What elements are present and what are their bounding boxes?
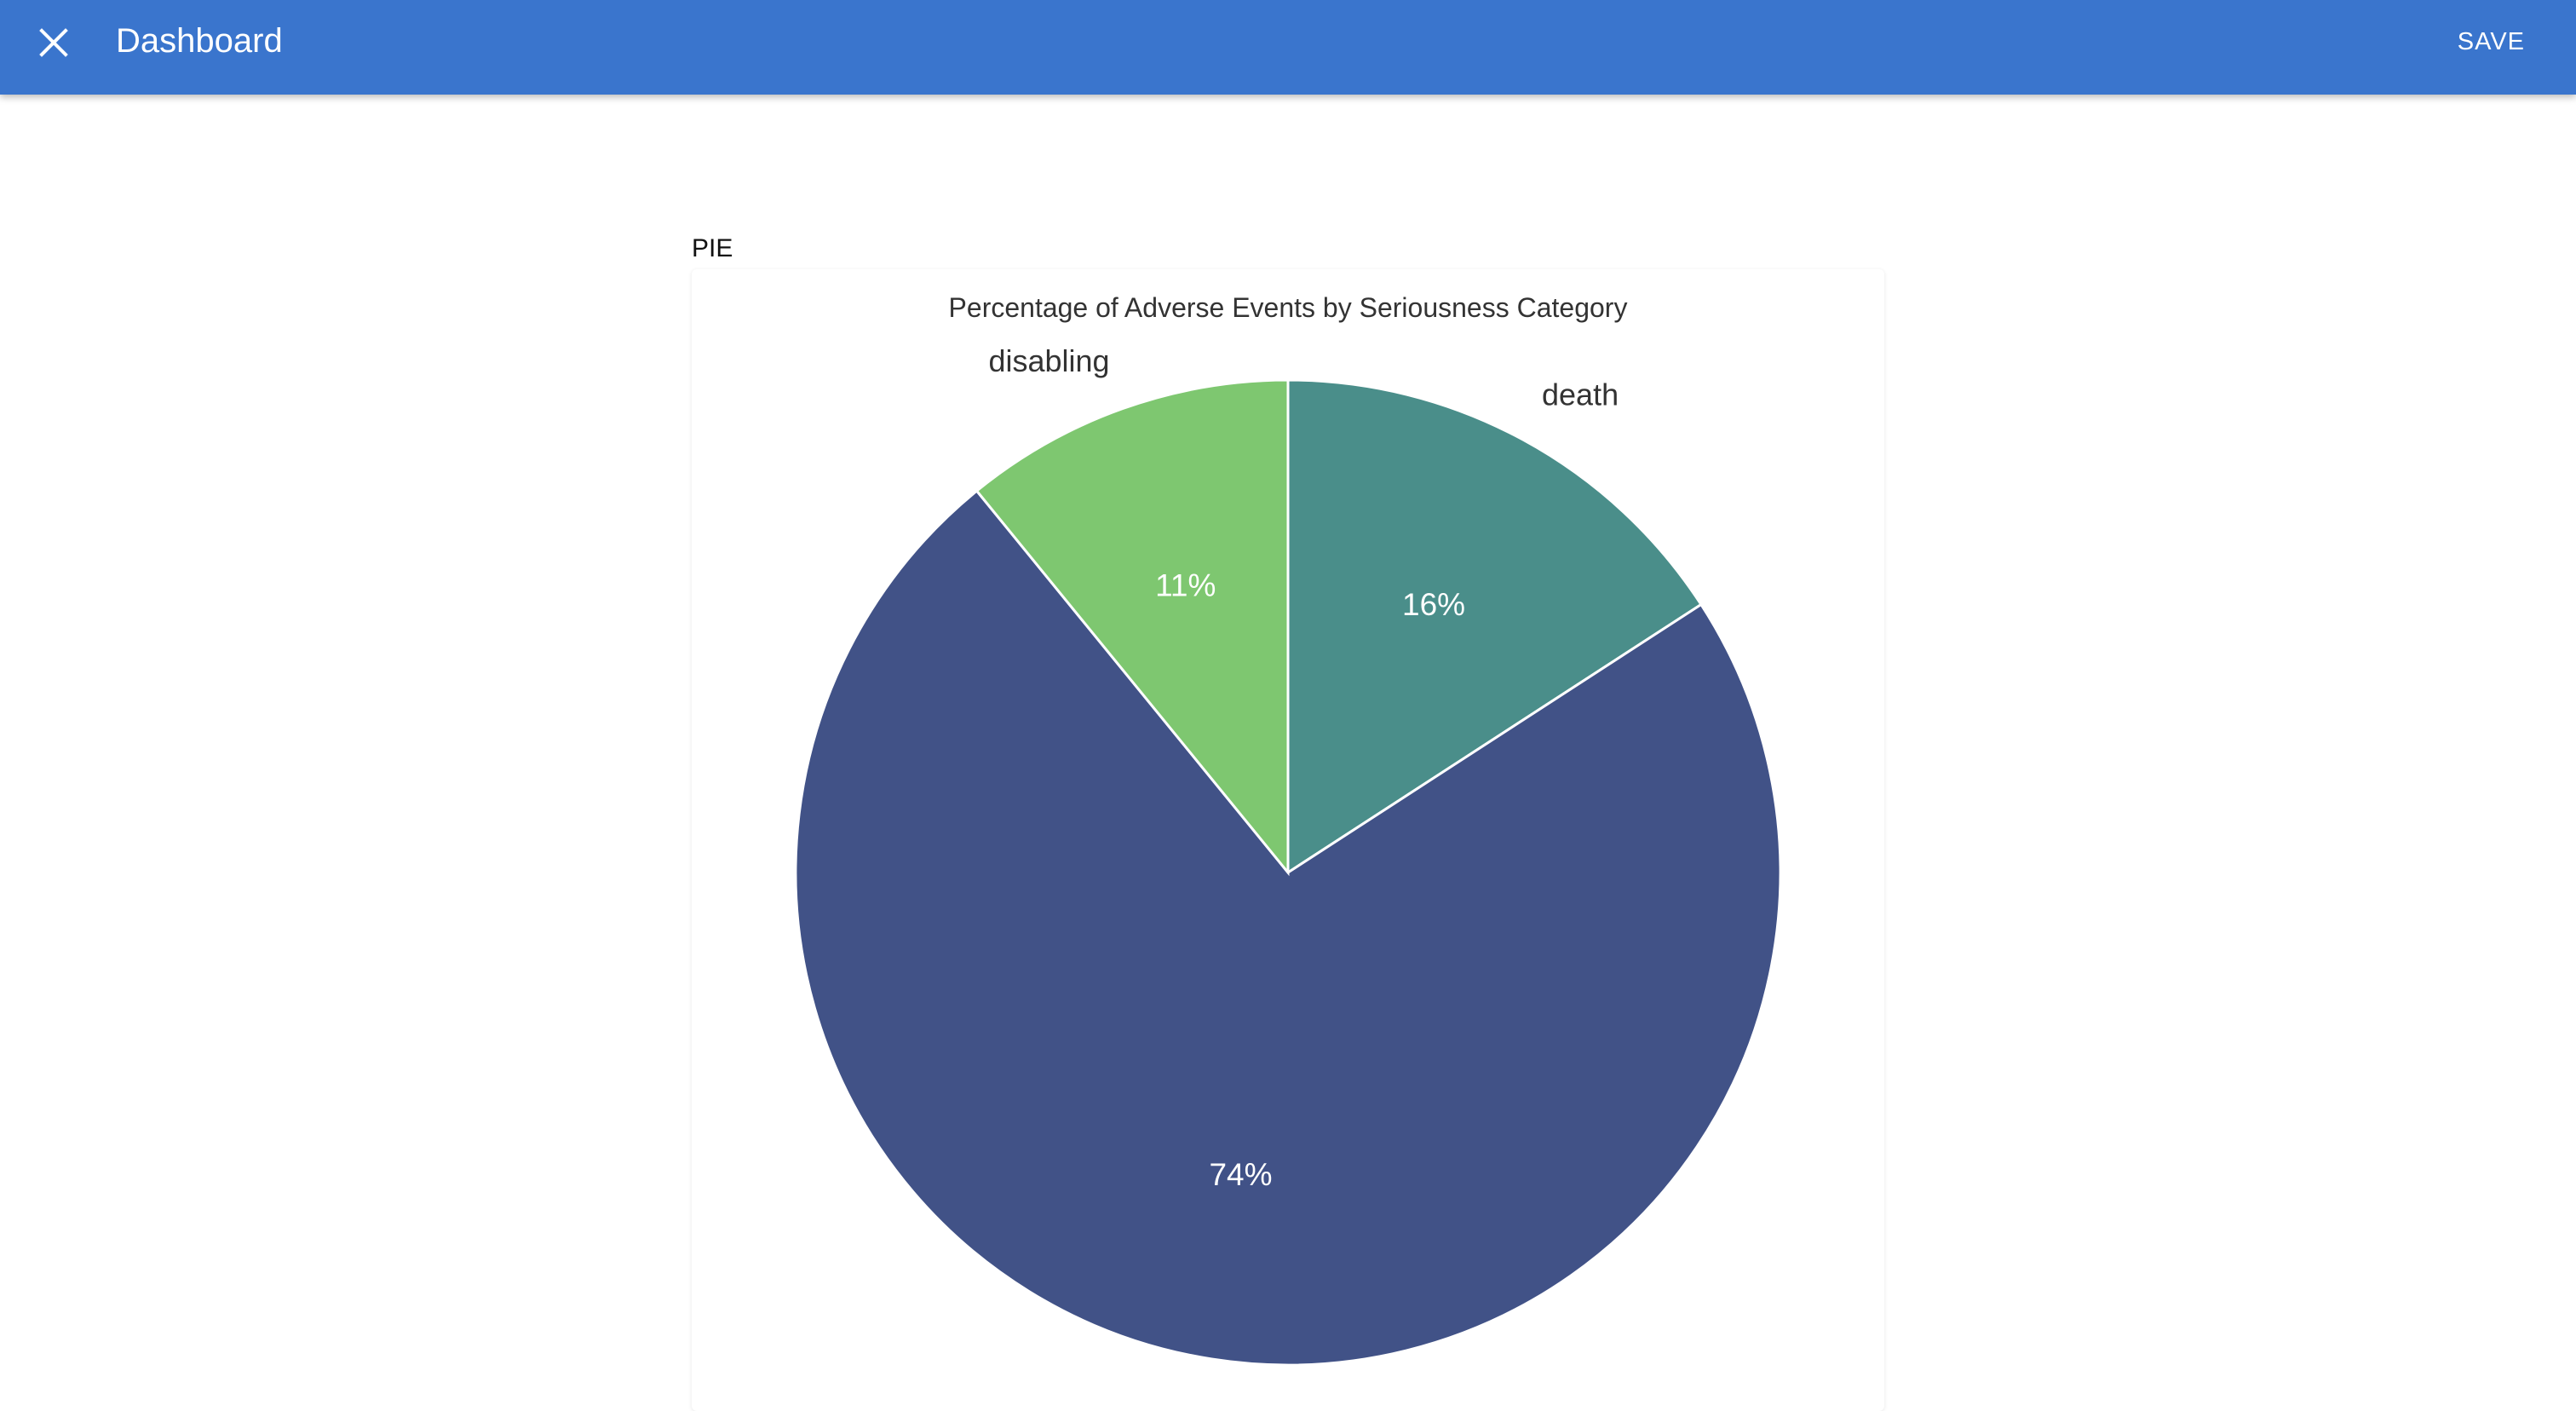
pie-value-label: 16%	[1402, 587, 1465, 622]
close-button[interactable]	[26, 14, 82, 71]
pie-category-label: death	[1542, 377, 1619, 412]
chart-card: Percentage of Adverse Events by Seriousn…	[692, 269, 1884, 1411]
pie-chart: Percentage of Adverse Events by Seriousn…	[794, 292, 1782, 1367]
pie-value-label: 74%	[1209, 1157, 1272, 1192]
chart-section-label: PIE	[692, 234, 733, 262]
app-bar: Dashboard SAVE	[0, 0, 2576, 95]
pie-value-label: 11%	[1155, 567, 1216, 602]
pie-slice-death[interactable]	[1286, 378, 1703, 875]
pie-slice-slice-1[interactable]	[794, 489, 1782, 1367]
save-button[interactable]: SAVE	[2444, 20, 2539, 63]
pie-slice-disabling[interactable]	[975, 378, 1290, 877]
app-title: Dashboard	[116, 22, 283, 60]
close-icon	[39, 28, 68, 57]
chart-title: Percentage of Adverse Events by Seriousn…	[949, 292, 1628, 323]
pie-category-label: disabling	[988, 343, 1109, 378]
